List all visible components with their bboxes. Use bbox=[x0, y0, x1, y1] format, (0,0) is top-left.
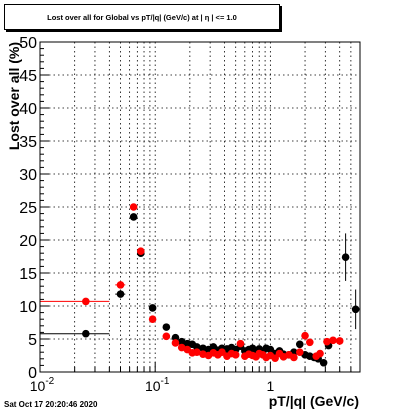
y-tick-label: 5 bbox=[28, 332, 37, 349]
data-point bbox=[290, 353, 298, 362]
x-tick-label: 10-2 bbox=[30, 376, 55, 394]
data-point bbox=[306, 338, 314, 347]
data-point bbox=[82, 297, 90, 306]
data-point bbox=[148, 304, 157, 312]
x-tick-label: 1 bbox=[266, 378, 274, 394]
plot-frame bbox=[39, 41, 361, 373]
data-point bbox=[193, 343, 201, 351]
y-tick-label: 0 bbox=[28, 365, 37, 382]
data-point bbox=[231, 351, 240, 359]
y-tick-label: 10 bbox=[19, 299, 37, 316]
data-point bbox=[193, 348, 201, 357]
data-point bbox=[236, 339, 245, 348]
data-point bbox=[301, 331, 309, 340]
y-tick-label: 25 bbox=[19, 200, 37, 217]
data-point bbox=[136, 247, 145, 256]
data-point bbox=[162, 323, 171, 331]
data-point bbox=[82, 329, 90, 338]
data-point bbox=[129, 213, 138, 221]
data-point bbox=[335, 337, 344, 345]
data-point bbox=[171, 339, 180, 347]
data-point bbox=[341, 253, 350, 261]
data-point bbox=[295, 340, 304, 349]
y-axis-label: Lost over all (%) bbox=[6, 42, 22, 150]
data-point bbox=[295, 348, 304, 357]
chart-title: Lost over all for Global vs pT/|q| (GeV/… bbox=[4, 4, 280, 30]
y-tick-label: 15 bbox=[19, 266, 37, 283]
y-tick-label: 50 bbox=[19, 35, 37, 52]
data-point bbox=[329, 336, 337, 345]
y-tick-label: 35 bbox=[19, 134, 37, 151]
data-point bbox=[323, 337, 331, 346]
data-point bbox=[351, 305, 360, 314]
x-tick-label: 10-1 bbox=[145, 376, 170, 394]
grid-lines bbox=[40, 42, 361, 372]
series-1 bbox=[40, 203, 344, 362]
data-point bbox=[116, 290, 125, 298]
y-tick-label: 30 bbox=[19, 167, 37, 184]
y-tick-label: 20 bbox=[19, 233, 37, 250]
data-point bbox=[171, 333, 180, 342]
data-point bbox=[162, 332, 171, 341]
y-tick-label: 40 bbox=[19, 101, 37, 118]
data-point bbox=[116, 281, 125, 289]
data-point bbox=[148, 315, 157, 324]
timestamp: Sat Oct 17 20:20:46 2020 bbox=[4, 400, 98, 409]
y-tick-label: 45 bbox=[19, 68, 37, 85]
data-point bbox=[316, 349, 324, 358]
x-axis-label: pT/|q| (GeV/c) bbox=[269, 393, 359, 409]
series-layer bbox=[40, 203, 360, 367]
data-point bbox=[319, 358, 328, 367]
data-point bbox=[129, 203, 138, 211]
